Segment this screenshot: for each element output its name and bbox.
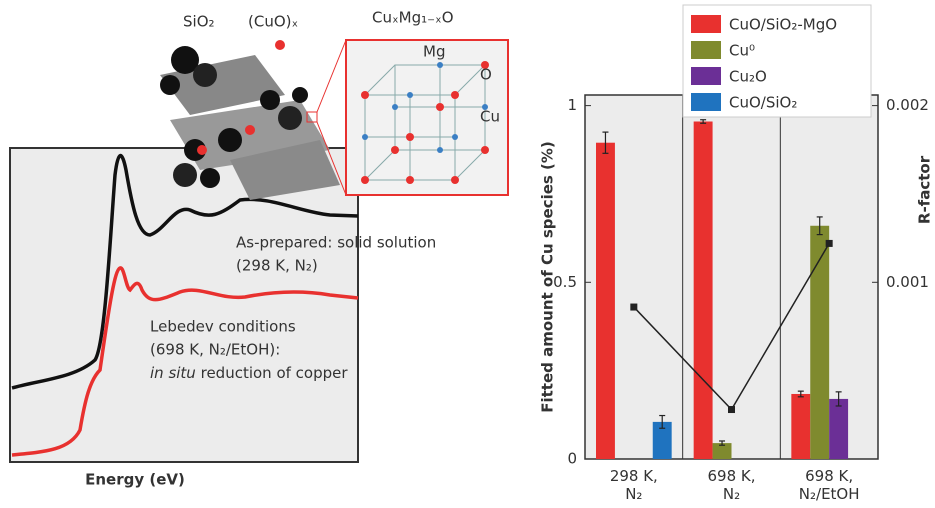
y-tick-label: 1 [567,96,577,114]
bar [694,122,713,459]
y-tick-label: 0.5 [553,273,577,291]
illustration-label: O [480,66,492,84]
legend-label: Cu₂O [729,68,767,86]
figure-canvas: Energy (eV) As-prepared: solid solution … [0,0,935,508]
annotation-italic: in situ [150,364,196,382]
x-tick-label: 698 K, N₂/EtOH [798,467,860,503]
annotation: Lebedev conditions [150,318,296,336]
legend-swatch [691,15,721,33]
illustration-label: Mg [423,43,445,61]
illustration-label: (CuO)ₓ [248,13,298,31]
x-tick-label: 298 K, N₂ [603,467,665,503]
spectra-frame [10,148,358,462]
legend-swatch [691,93,721,111]
annotation: in situ reduction of copper [150,364,348,382]
annotation: As-prepared: solid solution [236,234,436,252]
illustration-label: CuₓMg₁₋ₓO [372,9,454,27]
y-tick-label: 0 [567,450,577,468]
x-tick-label: 698 K, N₂ [701,467,763,503]
y2-tick-label: 0.001 [886,273,929,291]
legend-swatch [691,67,721,85]
annotation-text: reduction of copper [201,364,349,382]
line-marker [826,240,833,247]
illustration-label: SiO₂ [183,13,215,31]
x-axis-label: Energy (eV) [85,471,185,489]
bar [596,143,615,459]
line-marker [728,406,735,413]
bar [791,394,810,459]
bar [829,399,848,459]
legend-label: Cu⁰ [729,42,755,60]
annotation: (698 K, N₂/EtOH): [150,341,280,359]
y2-axis-label: R-factor [916,155,934,224]
annotation: (298 K, N₂) [236,257,318,275]
y2-tick-label: 0.002 [886,96,929,114]
legend-swatch [691,41,721,59]
line-marker [630,304,637,311]
figure: Energy (eV) As-prepared: solid solution … [0,0,935,508]
legend-label: CuO/SiO₂ [729,94,797,112]
illustration-label: Cu [480,108,500,126]
legend-label: CuO/SiO₂-MgO [729,16,837,34]
catalyst-illustration [160,40,508,200]
